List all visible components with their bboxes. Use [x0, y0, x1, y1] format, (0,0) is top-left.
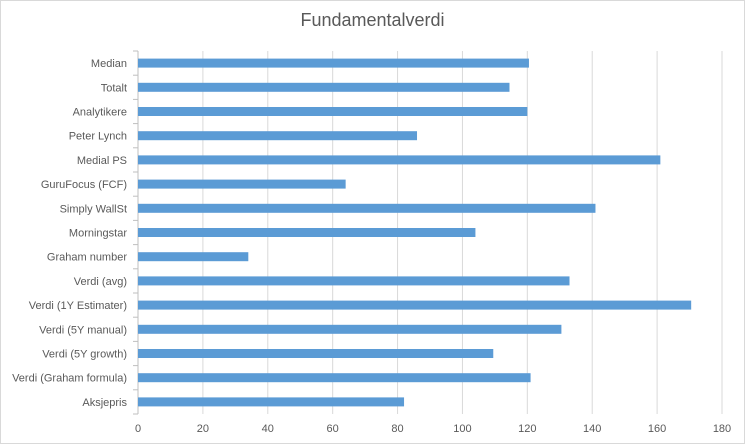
bar — [138, 82, 510, 92]
chart-title: Fundamentalverdi — [300, 10, 445, 30]
category-label: Totalt — [101, 82, 127, 94]
category-label: GuruFocus (FCF) — [41, 179, 127, 191]
category-label: Analytikere — [73, 107, 127, 119]
category-label: Morningstar — [69, 228, 127, 240]
bar — [138, 324, 562, 334]
category-label: Median — [91, 58, 127, 70]
bar — [138, 179, 346, 189]
bar — [138, 203, 596, 213]
bar — [138, 131, 418, 141]
x-tick-label: 100 — [453, 423, 471, 435]
bar — [138, 300, 692, 310]
bar — [138, 373, 531, 383]
bar — [138, 58, 529, 68]
category-label: Aksjepris — [82, 397, 127, 409]
category-label: Peter Lynch — [69, 131, 127, 143]
x-tick-label: 180 — [713, 423, 731, 435]
category-label: Verdi (avg) — [74, 276, 127, 288]
category-label: Verdi (5Y manual) — [39, 324, 127, 336]
bar — [138, 155, 661, 165]
bar — [138, 397, 405, 407]
x-tick-label: 40 — [262, 423, 274, 435]
category-label: Verdi (1Y Estimater) — [29, 300, 127, 312]
x-tick-label: 120 — [518, 423, 536, 435]
x-tick-label: 140 — [583, 423, 601, 435]
x-tick-label: 20 — [197, 423, 209, 435]
bar — [138, 349, 494, 358]
x-tick-label: 60 — [327, 423, 339, 435]
x-tick-label: 80 — [391, 423, 403, 435]
category-label: Medial PS — [77, 155, 127, 167]
category-label: Verdi (5Y growth) — [42, 349, 127, 361]
category-label: Graham number — [47, 252, 127, 264]
x-tick-label: 160 — [648, 423, 666, 435]
x-tick-label: 0 — [135, 423, 141, 435]
category-label: Verdi (Graham formula) — [12, 373, 127, 385]
bar — [138, 228, 476, 237]
category-label: Simply WallSt — [60, 203, 127, 215]
bar — [138, 107, 528, 116]
bar — [138, 276, 570, 286]
bar — [138, 252, 249, 262]
